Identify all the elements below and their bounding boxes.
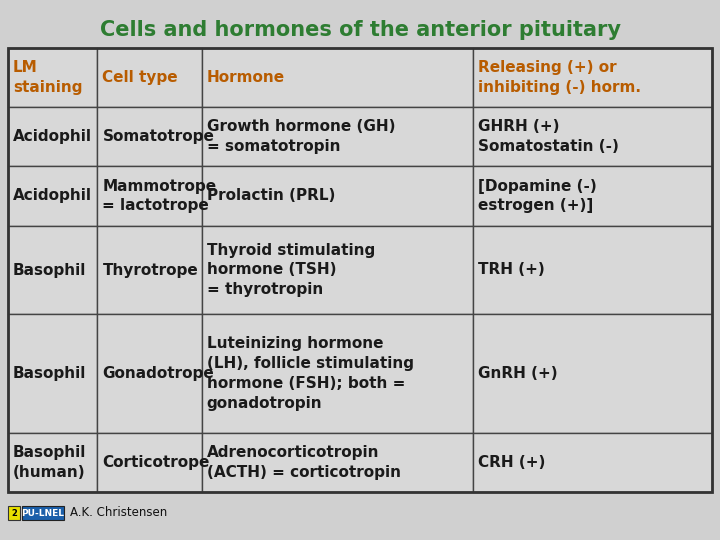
Bar bbox=[8, 506, 20, 520]
Text: Acidophil: Acidophil bbox=[13, 188, 92, 204]
Bar bbox=[8, 314, 97, 433]
Bar bbox=[8, 48, 97, 107]
Bar bbox=[472, 166, 712, 226]
Text: Gonadotrope: Gonadotrope bbox=[102, 366, 214, 381]
Bar bbox=[8, 433, 97, 492]
Text: Hormone: Hormone bbox=[207, 70, 284, 85]
Bar bbox=[202, 107, 472, 166]
Bar bbox=[202, 314, 472, 433]
Text: Thyroid stimulating
hormone (TSH)
= thyrotropin: Thyroid stimulating hormone (TSH) = thyr… bbox=[207, 242, 375, 298]
Text: Somatotrope: Somatotrope bbox=[102, 129, 215, 144]
Text: Acidophil: Acidophil bbox=[13, 129, 92, 144]
Bar bbox=[97, 433, 202, 492]
Text: Prolactin (PRL): Prolactin (PRL) bbox=[207, 188, 335, 204]
Text: Basophil: Basophil bbox=[13, 366, 86, 381]
Text: [Dopamine (-)
estrogen (+)]: [Dopamine (-) estrogen (+)] bbox=[477, 179, 596, 213]
Bar bbox=[472, 226, 712, 314]
Text: GHRH (+)
Somatostatin (-): GHRH (+) Somatostatin (-) bbox=[477, 119, 618, 154]
Text: Basophil
(human): Basophil (human) bbox=[13, 445, 86, 480]
Bar bbox=[472, 48, 712, 107]
Text: Luteinizing hormone
(LH), follicle stimulating
hormone (FSH); both =
gonadotropi: Luteinizing hormone (LH), follicle stimu… bbox=[207, 336, 413, 411]
Bar bbox=[97, 48, 202, 107]
Bar bbox=[472, 433, 712, 492]
Bar bbox=[202, 226, 472, 314]
Bar bbox=[97, 166, 202, 226]
Bar bbox=[202, 48, 472, 107]
Text: Mammotrope
= lactotrope: Mammotrope = lactotrope bbox=[102, 179, 217, 213]
Bar bbox=[97, 107, 202, 166]
Text: 2: 2 bbox=[11, 509, 17, 517]
Text: Growth hormone (GH)
= somatotropin: Growth hormone (GH) = somatotropin bbox=[207, 119, 395, 154]
Bar bbox=[202, 166, 472, 226]
Text: Corticotrope: Corticotrope bbox=[102, 455, 210, 470]
Bar bbox=[202, 433, 472, 492]
Text: Cell type: Cell type bbox=[102, 70, 178, 85]
Bar bbox=[8, 226, 97, 314]
Text: LM
staining: LM staining bbox=[13, 60, 83, 95]
Text: Cells and hormones of the anterior pituitary: Cells and hormones of the anterior pitui… bbox=[99, 20, 621, 40]
Text: GnRH (+): GnRH (+) bbox=[477, 366, 557, 381]
Bar bbox=[8, 166, 97, 226]
Text: Basophil: Basophil bbox=[13, 262, 86, 278]
Bar bbox=[8, 107, 97, 166]
Bar bbox=[97, 314, 202, 433]
Text: CRH (+): CRH (+) bbox=[477, 455, 545, 470]
Bar bbox=[22, 506, 64, 520]
Text: A.K. Christensen: A.K. Christensen bbox=[70, 507, 167, 519]
Text: PU-LNEL: PU-LNEL bbox=[22, 509, 65, 517]
Bar bbox=[472, 107, 712, 166]
Text: Adrenocorticotropin
(ACTH) = corticotropin: Adrenocorticotropin (ACTH) = corticotrop… bbox=[207, 445, 400, 480]
Text: Releasing (+) or
inhibiting (-) horm.: Releasing (+) or inhibiting (-) horm. bbox=[477, 60, 641, 95]
Text: TRH (+): TRH (+) bbox=[477, 262, 544, 278]
Text: Thyrotrope: Thyrotrope bbox=[102, 262, 198, 278]
Bar bbox=[472, 314, 712, 433]
Bar bbox=[97, 226, 202, 314]
Bar bbox=[8, 48, 712, 492]
